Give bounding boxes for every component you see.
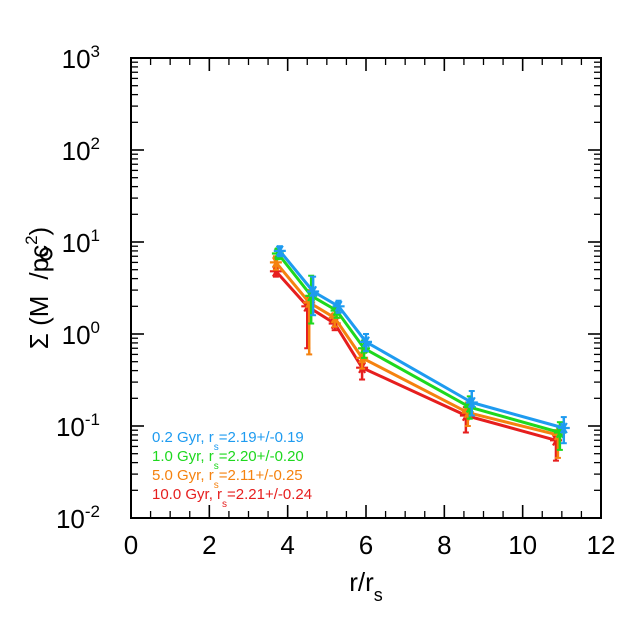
legend-entry: 0.2 Gyr, rs=2.19+/-0.19 [152, 429, 304, 453]
legend-entry: 10.0 Gyr, rs=2.21+/-0.24 [152, 486, 312, 510]
y-axis-label: Σ (M/pc2) [22, 227, 54, 349]
x-tick-label: 0 [124, 530, 138, 560]
svg-text:Σ (M/pc2): Σ (M/pc2) [22, 227, 54, 349]
series-line [278, 249, 565, 430]
star-marker [557, 422, 570, 434]
x-tick-label: 10 [508, 530, 537, 560]
star-marker [332, 300, 345, 313]
y-tick-label: 103 [62, 42, 100, 74]
star-marker [307, 285, 320, 298]
x-axis-label: r/rs [349, 567, 383, 605]
y-tick-label: 102 [62, 134, 100, 166]
legend-entry: 5.0 Gyr, rs=2.11+/-0.25 [152, 467, 303, 491]
x-tick-label: 12 [587, 530, 616, 560]
x-tick-label: 8 [437, 530, 451, 560]
axis-ticks [130, 57, 602, 519]
legend-entry: 1.0 Gyr, rs=2.20+/-0.20 [152, 448, 304, 472]
series-0-2-gyr [273, 245, 570, 445]
y-tick-label: 100 [62, 318, 100, 350]
series-line [276, 252, 561, 434]
y-tick-label: 101 [62, 226, 100, 258]
star-marker [360, 336, 372, 348]
star-marker [465, 396, 478, 409]
y-tick-label: 10-1 [56, 410, 100, 442]
x-tick-label: 6 [359, 530, 373, 560]
data-series [269, 245, 570, 462]
sun-symbol-icon [39, 247, 53, 261]
legend: 0.2 Gyr, rs=2.19+/-0.191.0 Gyr, rs=2.20+… [152, 429, 312, 510]
x-tick-label: 2 [202, 530, 216, 560]
x-tick-label: 4 [280, 530, 294, 560]
series-line [274, 261, 559, 437]
y-tick-label: 10-2 [56, 502, 100, 534]
axis-tick-labels: 0 2 4 6 8 10 12 10-2 10-1 100 101 102 103 [56, 42, 616, 560]
series-1-0-gyr [271, 247, 566, 451]
star-marker [273, 245, 286, 257]
series-line [274, 270, 557, 442]
